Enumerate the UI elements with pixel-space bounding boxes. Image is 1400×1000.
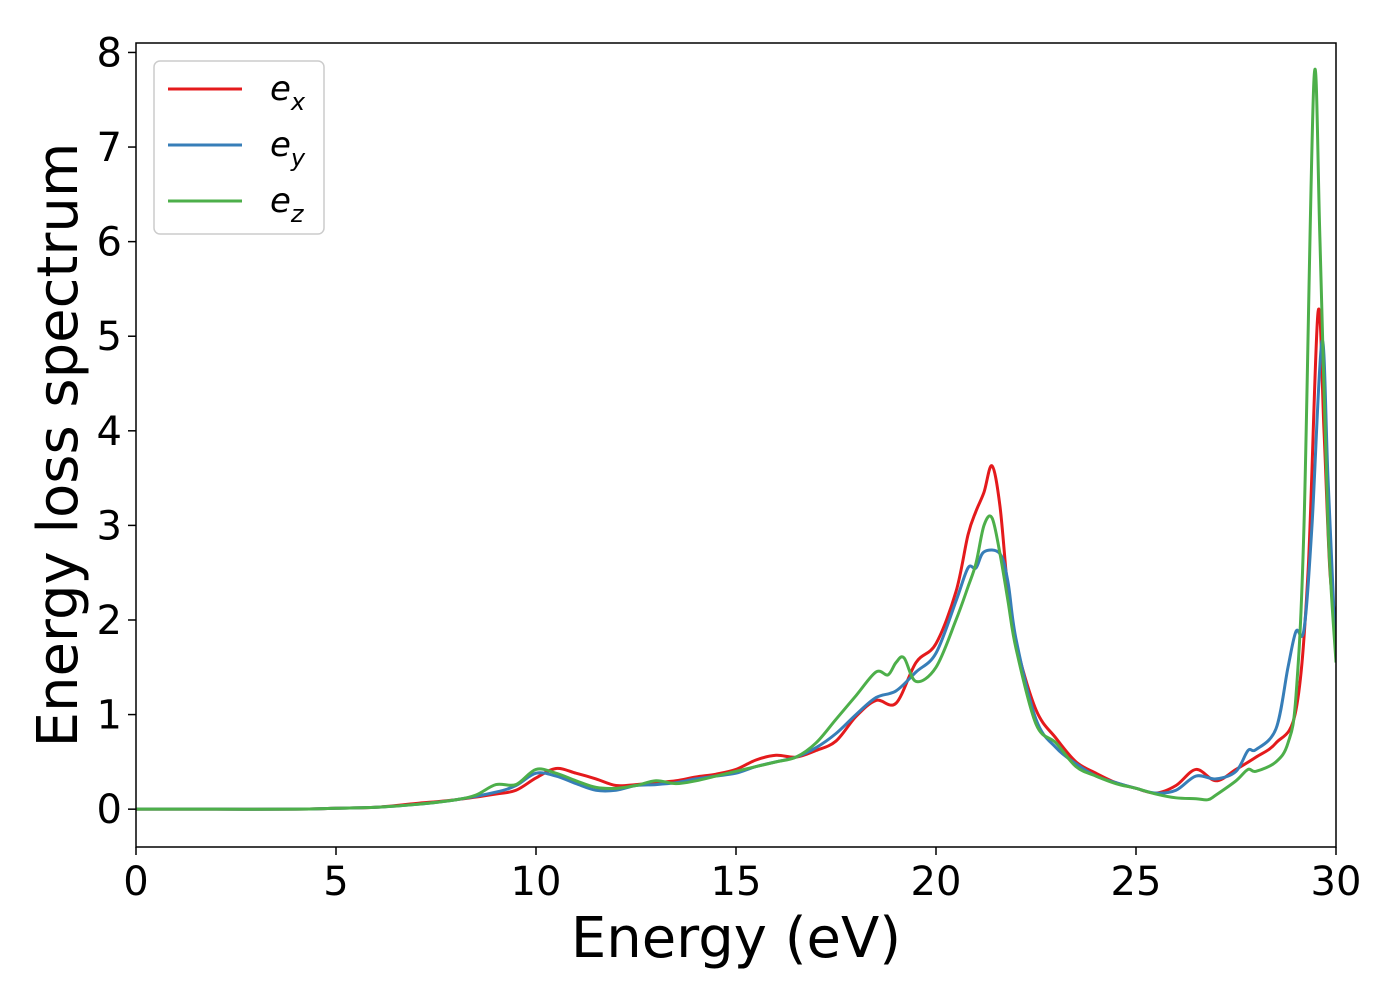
- y-tick-label: 2: [97, 598, 122, 644]
- y-axis-label: Energy loss spectrum: [26, 143, 91, 748]
- x-axis-label: Energy (eV): [571, 906, 901, 971]
- y-tick-label: 5: [97, 314, 122, 360]
- x-tick-label: 15: [711, 859, 762, 905]
- series-line-e_x: [136, 307, 1336, 811]
- legend-label-e_y: ey: [270, 125, 306, 172]
- y-tick-label: 1: [97, 693, 122, 739]
- y-tick-label: 4: [97, 409, 122, 455]
- x-axis: 0 5 10 15 20 25 30: [123, 847, 1361, 905]
- x-tick-label: 10: [511, 859, 562, 905]
- x-tick-label: 25: [1111, 859, 1162, 905]
- y-axis: 0 1 2 3 4 5 6 7 8: [97, 30, 136, 833]
- series-curves: [136, 67, 1336, 811]
- y-tick-label: 3: [97, 503, 122, 549]
- legend-label-e_x: ex: [270, 69, 306, 116]
- series-line-e_z: [136, 67, 1336, 811]
- y-tick-label: 7: [97, 125, 122, 171]
- y-tick-label: 8: [97, 30, 122, 76]
- x-tick-label: 0: [123, 859, 148, 905]
- legend-label-e_z: ez: [270, 181, 305, 228]
- legend-box: [153, 60, 325, 235]
- legend: ex ey ez: [153, 60, 325, 235]
- y-tick-label: 0: [97, 787, 122, 833]
- x-tick-label: 5: [323, 859, 348, 905]
- y-tick-label: 6: [97, 220, 122, 266]
- x-tick-label: 20: [911, 859, 962, 905]
- x-tick-label: 30: [1311, 859, 1362, 905]
- series-line-e_y: [136, 339, 1336, 811]
